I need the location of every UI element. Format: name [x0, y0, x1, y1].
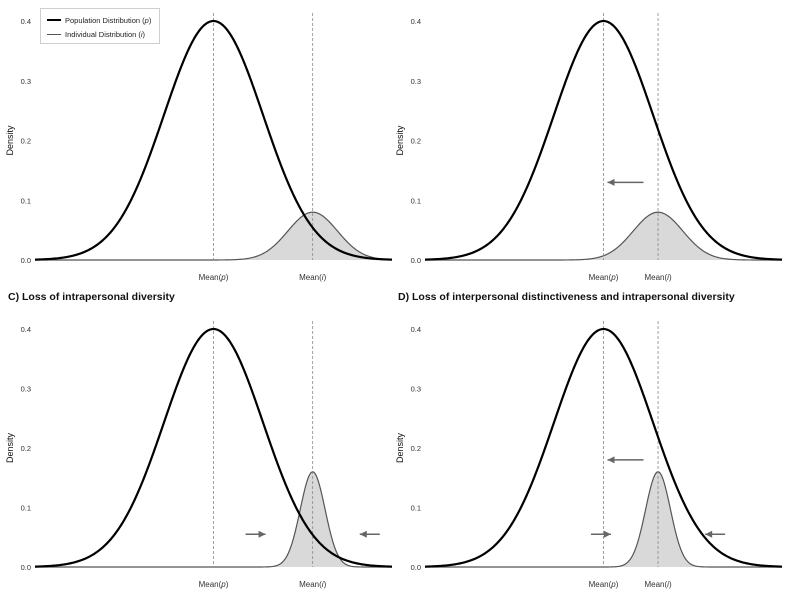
panel2-x-marker-label-mean-i: Mean(i) [644, 273, 671, 282]
panel-d-title: D) Loss of interpersonal distinctiveness… [398, 291, 735, 303]
panel-c-title: C) Loss of intrapersonal diversity [8, 291, 175, 303]
panel3-individual-distribution-fill [35, 471, 392, 567]
legend-swatch-population [47, 19, 61, 21]
panel2-y-axis-label: Density [395, 125, 405, 156]
legend-swatch-individual [47, 33, 61, 35]
panel3-y-tick-label: 0.0 [21, 563, 31, 572]
legend-item-population: Population Distribution (p) [47, 14, 151, 26]
panel2-x-marker-label-mean-p: Mean(p) [589, 273, 619, 282]
legend: Population Distribution (p) Individual D… [40, 8, 160, 44]
panel1-individual-distribution-fill [35, 212, 392, 260]
panel4-squeeze-arrow-left-1-head [603, 530, 611, 538]
panel4-shift-arrow-0-head [607, 456, 615, 464]
panel3-squeeze-arrow-left-0-head [258, 530, 266, 538]
panel3-y-tick-label: 0.3 [21, 385, 31, 394]
panel2-y-tick-label: 0.0 [411, 256, 421, 265]
panel1-y-tick-label: 0.0 [21, 256, 31, 265]
panel4-y-tick-label: 0.3 [411, 385, 421, 394]
panel1-population-distribution-line [34, 19, 393, 261]
panel3-population-distribution-line [34, 327, 393, 568]
panel3-x-marker-label-mean-p: Mean(p) [199, 580, 229, 589]
panel2-y-tick-label: 0.1 [411, 196, 421, 205]
panel3-y-axis-label: Density [5, 432, 15, 463]
panel1-y-tick-label: 0.3 [21, 77, 31, 86]
panel4-y-tick-label: 0.4 [411, 325, 421, 334]
panel3-y-tick-label: 0.4 [21, 325, 31, 334]
panel4-population-distribution-line [424, 327, 783, 568]
panel4-x-marker-label-mean-i: Mean(i) [644, 580, 671, 589]
panel3-squeeze-arrow-right-0-head [359, 530, 367, 538]
panel2-shift-arrow-0-head [607, 178, 615, 186]
panel2-y-tick-label: 0.3 [411, 77, 421, 86]
panel3-x-marker-label-mean-i: Mean(i) [299, 580, 326, 589]
panel1-y-tick-label: 0.1 [21, 196, 31, 205]
panel4-y-tick-label: 0.2 [411, 444, 421, 453]
panel2-y-tick-label: 0.4 [411, 17, 421, 26]
panel1-x-marker-label-mean-p: Mean(p) [199, 273, 229, 282]
panel4-y-tick-label: 0.1 [411, 504, 421, 513]
panel1-y-tick-label: 0.4 [21, 17, 31, 26]
panel4-squeeze-arrow-right-1-head [705, 530, 713, 538]
panel2-individual-distribution-fill [425, 212, 782, 260]
panel1-x-marker-label-mean-i: Mean(i) [299, 273, 326, 282]
panel3-y-tick-label: 0.1 [21, 504, 31, 513]
panel2-y-tick-label: 0.2 [411, 137, 421, 146]
legend-item-individual: Individual Distribution (i) [47, 28, 145, 40]
panel3-y-tick-label: 0.2 [21, 444, 31, 453]
legend-label-individual: Individual Distribution (i) [65, 29, 146, 39]
legend-label-population: Population Distribution (p) [65, 15, 152, 25]
panel4-x-marker-label-mean-p: Mean(p) [589, 580, 619, 589]
panel4-y-tick-label: 0.0 [411, 563, 421, 572]
panel1-y-tick-label: 0.2 [21, 137, 31, 146]
panel1-y-axis-label: Density [5, 125, 15, 156]
panel4-y-axis-label: Density [395, 432, 405, 463]
panel2-population-distribution-line [424, 19, 783, 261]
